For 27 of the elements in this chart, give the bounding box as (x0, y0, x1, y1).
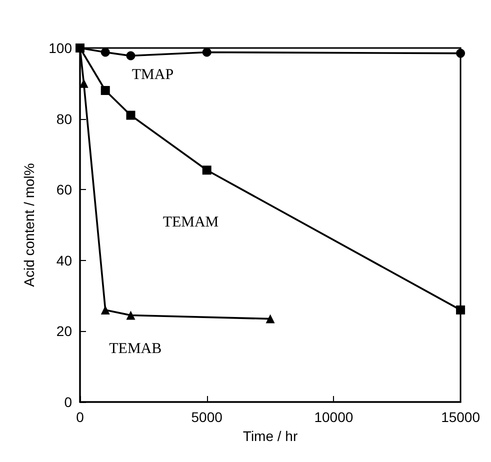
y-axis-title: Acid content / mol% (21, 163, 37, 287)
series-label: TMAP (132, 66, 174, 83)
x-axis-title: Time / hr (242, 428, 298, 444)
point (100, 305, 110, 314)
point (266, 314, 275, 324)
y-tick-label: 20 (56, 323, 72, 340)
y-tick-label: 60 (56, 182, 72, 198)
point (79, 78, 88, 88)
y-tick-label: 0 (64, 394, 72, 410)
y-tick-label: 80 (56, 110, 72, 127)
point (100, 48, 110, 57)
point (126, 110, 136, 120)
point (126, 51, 136, 60)
x-tick-label: 15000 (441, 409, 480, 425)
x-tick-label: 10000 (314, 409, 354, 425)
x-tick-label: 5000 (191, 409, 223, 425)
point (100, 86, 110, 95)
point (202, 166, 212, 175)
point (202, 48, 212, 57)
series-label: TEMAB (109, 340, 162, 357)
point (456, 48, 466, 58)
point (456, 305, 466, 314)
y-tick-label: 100 (48, 40, 72, 56)
point (126, 310, 136, 320)
text: TEMAM (162, 214, 219, 230)
y-tick-label: 40 (56, 252, 72, 268)
x-tick-label: 0 (76, 409, 84, 425)
